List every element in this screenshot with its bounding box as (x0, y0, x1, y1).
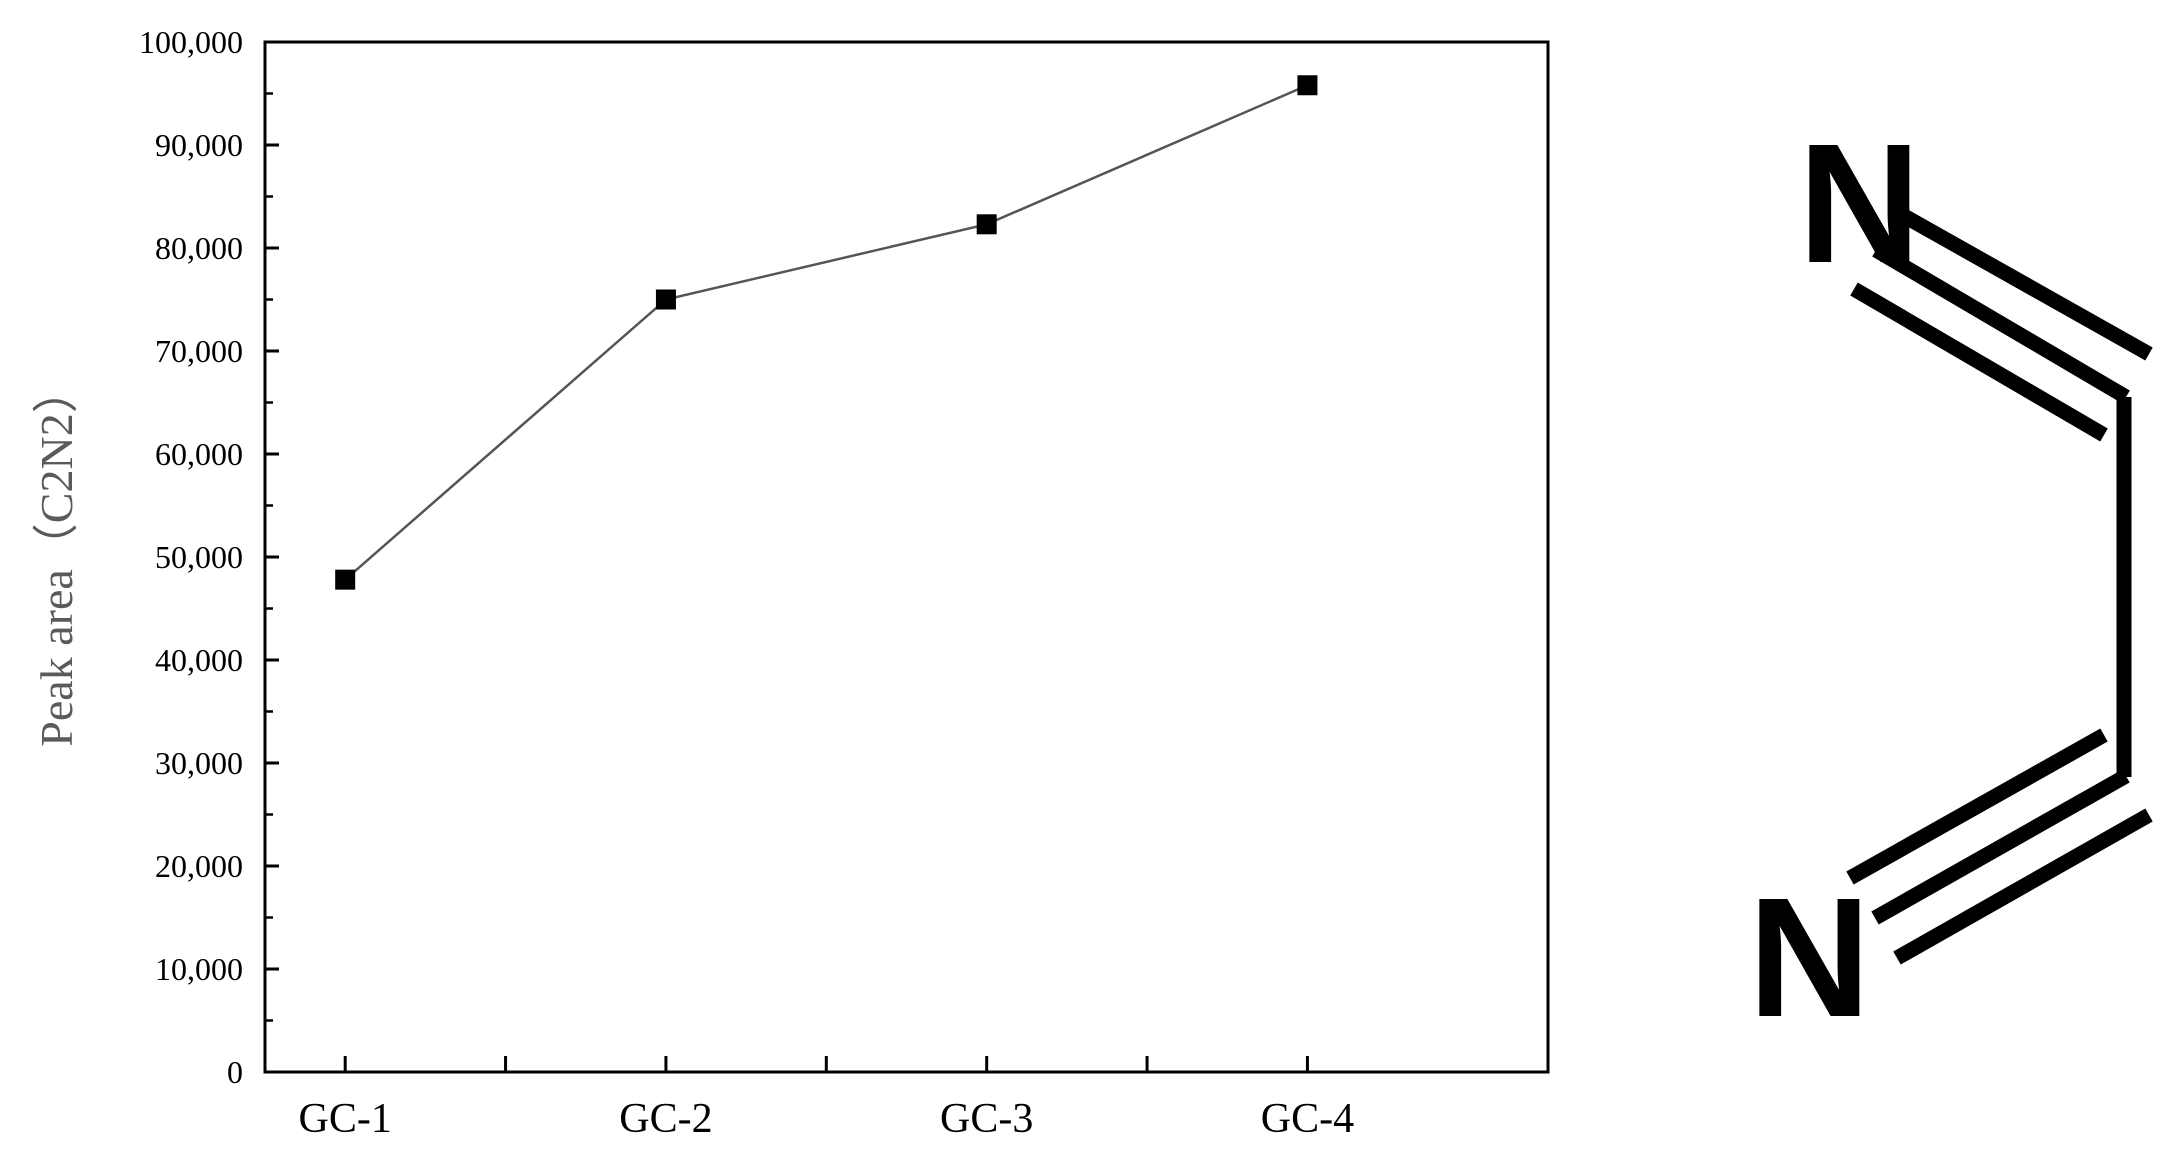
plot-frame (263, 40, 1550, 1074)
x-axis: GC-1 GC-2 GC-3 GC-4 (299, 1056, 1354, 1142)
y-tick-label: 10,000 (155, 951, 243, 987)
y-tick-label: 20,000 (155, 848, 243, 884)
y-axis-title: Peak area（C2N2） (31, 367, 82, 746)
series-markers (335, 75, 1318, 590)
x-tick-label: GC-3 (940, 1096, 1033, 1142)
y-tick-label: 30,000 (155, 745, 243, 781)
data-point (976, 214, 997, 235)
x-tick-label: GC-1 (299, 1096, 392, 1142)
cyanogen-structure: N N (1748, 109, 2153, 1053)
y-tick-label: 90,000 (155, 127, 243, 163)
y-tick-label: 0 (227, 1054, 243, 1090)
data-point (655, 289, 676, 310)
nitrogen-atom-bottom: N (1748, 863, 1871, 1053)
y-tick-label: 100,000 (139, 24, 243, 60)
series-line (344, 84, 1308, 581)
y-tick-label: 50,000 (155, 539, 243, 575)
y-tick-label: 40,000 (155, 642, 243, 678)
x-tick-label: GC-4 (1261, 1096, 1354, 1142)
data-point (1297, 75, 1318, 96)
y-tick-label: 70,000 (155, 333, 243, 369)
triple-bond-top (1850, 205, 2153, 442)
data-point (335, 569, 356, 590)
line-chart: Peak area（C2N2） 0 10,000 20,000 30,000 40,00… (31, 24, 1550, 1142)
y-tick-label: 60,000 (155, 436, 243, 472)
triple-bond-bottom (1846, 728, 2153, 965)
y-tick-label: 80,000 (155, 230, 243, 266)
y-axis: 0 10,000 20,000 30,000 40,000 50,000 60,000 70,… (139, 24, 279, 1090)
x-tick-label: GC-2 (619, 1096, 712, 1142)
